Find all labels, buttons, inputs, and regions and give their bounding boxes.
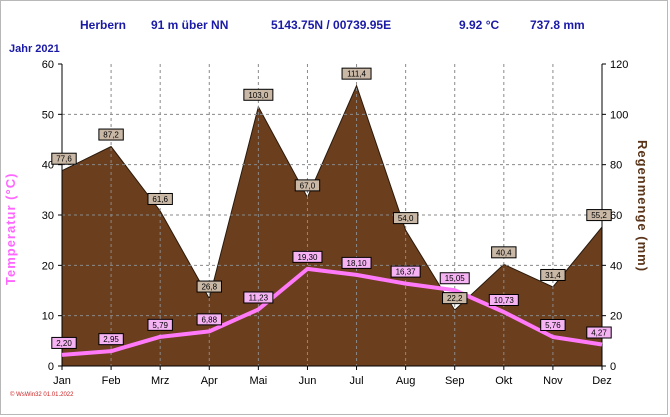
y-tick-right-label: 40 (610, 260, 622, 272)
y-tick-right-label: 0 (610, 361, 616, 373)
temperature-data-label: 10,73 (494, 296, 515, 305)
x-tick-label: Sep (445, 375, 465, 387)
y-tick-left-label: 0 (48, 361, 54, 373)
temperature-data-label-box (390, 265, 421, 278)
temperature-data-label-box (292, 250, 323, 263)
rain-data-label-box (243, 88, 274, 101)
rain-data-label: 77,6 (56, 155, 72, 164)
temperature-data-label-box (243, 291, 274, 304)
y-tick-left-label: 50 (42, 109, 54, 121)
rain-data-label: 54,0 (398, 214, 414, 223)
average-temperature: 9.92 °C (459, 18, 500, 32)
y-tick-right-label: 20 (610, 311, 622, 323)
y-tick-left-label: 20 (42, 260, 54, 272)
rain-data-label: 87,2 (103, 131, 119, 140)
y-tick-right-label: 120 (610, 59, 628, 71)
rain-data-label: 26,8 (201, 283, 217, 292)
x-tick-label: Okt (495, 375, 512, 387)
y-tick-left-label: 10 (42, 311, 54, 323)
x-tick-label: Aug (396, 375, 416, 387)
temperature-data-label-box (51, 336, 77, 349)
rain-data-label-box (196, 280, 222, 293)
year-label: Jahr 2021 (9, 43, 60, 55)
rain-data-label-box (51, 152, 77, 165)
station-altitude: 91 m über NN (151, 18, 229, 32)
rainfall-area (61, 84, 603, 367)
x-tick-label: Nov (543, 375, 563, 387)
temperature-data-label: 6,88 (201, 315, 217, 324)
temperature-data-label: 5,76 (545, 321, 561, 330)
temperature-data-label-box (540, 319, 566, 332)
y-tick-right-label: 80 (610, 160, 622, 172)
rain-data-label-box (586, 209, 612, 222)
temperature-data-label: 2,20 (56, 339, 72, 348)
temperature-data-label: 2,95 (103, 335, 119, 344)
y-tick-right-label: 100 (610, 109, 628, 121)
x-tick-label: Mrz (151, 375, 169, 387)
y-tick-left-label: 40 (42, 160, 54, 172)
x-tick-label: Feb (102, 375, 121, 387)
temperature-data-label-box (488, 293, 519, 306)
rain-data-label: 67,0 (300, 181, 316, 190)
temperature-data-label: 19,30 (297, 253, 318, 262)
rain-data-label: 31,4 (545, 271, 561, 280)
temperature-line (61, 266, 603, 357)
rain-data-label-box (98, 128, 124, 141)
temperature-data-label-box (147, 318, 173, 331)
temperature-data-label: 11,23 (249, 293, 269, 302)
rain-data-label: 61,6 (152, 195, 168, 204)
x-tick-label: Dez (592, 375, 612, 387)
temperature-data-label-box (341, 256, 372, 269)
x-tick-label: Mai (249, 375, 267, 387)
x-tick-label: Jan (53, 375, 71, 387)
footer-credit: © WsWin32 01.01.2022 (10, 392, 74, 398)
x-tick-label: Jun (299, 375, 317, 387)
y-tick-right-label: 60 (610, 210, 622, 222)
station-coordinates: 5143.75N / 00739.95E (271, 18, 392, 32)
temperature-data-label: 18,10 (347, 259, 368, 268)
y-tick-left-label: 60 (42, 59, 54, 71)
rain-data-label-box (491, 246, 517, 259)
rain-data-label: 111,4 (347, 70, 366, 79)
rain-data-label-box (341, 67, 372, 80)
total-rainfall: 737.8 mm (530, 18, 585, 32)
station-name: Herbern (80, 18, 127, 32)
rain-data-label-box (294, 179, 321, 192)
temperature-data-label-box (586, 326, 612, 339)
rain-data-label: 55,2 (591, 211, 607, 220)
temperature-data-label: 16,37 (396, 268, 417, 277)
x-tick-label: Jul (350, 375, 364, 387)
rain-data-label-box (442, 292, 468, 305)
temperature-data-label: 5,79 (152, 321, 168, 330)
rain-data-label: 22,2 (447, 294, 463, 303)
temperature-data-label-box (196, 313, 222, 326)
temperature-data-label: 15,05 (445, 274, 466, 283)
x-tick-label: Apr (201, 375, 218, 387)
rain-data-label-box (392, 212, 419, 225)
rain-data-label: 40,4 (496, 248, 512, 257)
rain-data-label-box (147, 192, 173, 205)
temperature-data-label-box (439, 272, 470, 285)
rain-data-label: 103,0 (248, 91, 269, 100)
y-tick-left-label: 30 (42, 210, 54, 222)
temperature-data-label-box (98, 333, 124, 346)
temperature-data-label: 4,27 (591, 329, 607, 338)
rain-data-label-box (540, 268, 566, 281)
